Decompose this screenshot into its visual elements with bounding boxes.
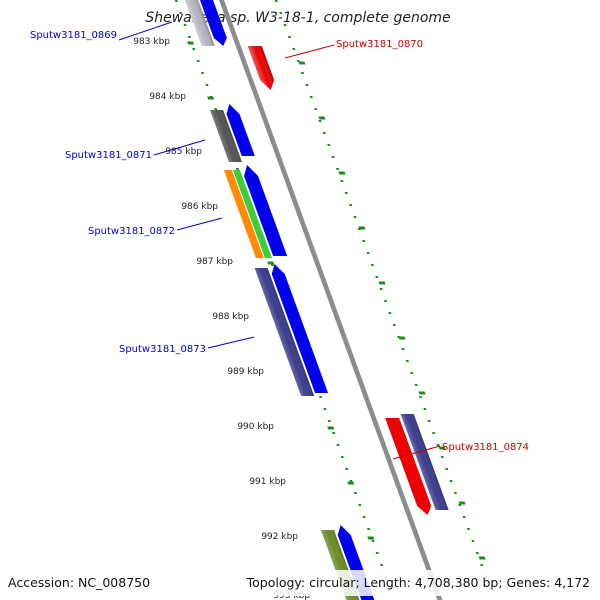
accession-text: Accession: NC_008750 [8,575,150,590]
tick-label: 987 kbp [196,257,233,267]
tick-label: 984 kbp [149,92,186,102]
tick-label: 985 kbp [165,147,202,157]
leader-line [284,44,335,59]
gene-0869-arrow[interactable] [200,0,230,46]
leader-line [392,445,441,460]
gene-label-0870[interactable]: Sputw3181_0870 [336,39,423,50]
tick-label: 983 kbp [133,37,170,47]
gene-0870-arrow-shade [247,46,275,90]
tick-label: 989 kbp [227,367,264,377]
tick-label: 988 kbp [212,312,249,322]
gene-labels: Sputw3181_0869 Sputw3181_0870 Sputw3181_… [30,21,529,460]
leader-line [153,139,206,156]
gene-label-0869[interactable]: Sputw3181_0869 [30,30,117,41]
tick-label: 986 kbp [181,202,218,212]
outer-tick-ruler [274,0,496,600]
leader-line [118,21,173,41]
leader-line [207,336,255,349]
gene-0874-arrow[interactable] [385,418,434,515]
tick-label: 990 kbp [237,422,274,432]
map-title: Shewanella sp. W3-18-1, complete genome [145,10,450,26]
gene-shading [210,110,449,600]
gene-0873-arrow[interactable] [268,264,329,393]
tick-label: 991 kbp [249,477,286,487]
leader-line [176,217,223,231]
tick-label: 992 kbp [261,532,298,542]
gene-0872-orange[interactable] [223,170,264,258]
genome-backbone [219,0,443,600]
gene-label-0874[interactable]: Sputw3181_0874 [442,442,529,453]
gene-0871-arrow[interactable] [223,104,255,156]
gene-0869-grey [185,0,215,46]
gene-0872-arrow[interactable] [240,165,288,256]
gene-label-0872[interactable]: Sputw3181_0872 [88,226,175,237]
gene-label-0871[interactable]: Sputw3181_0871 [65,150,152,161]
gene-0872-green[interactable] [232,170,272,258]
genome-summary-text: Topology: circular; Length: 4,708,380 bp… [246,575,590,590]
gene-label-0873[interactable]: Sputw3181_0873 [119,344,206,355]
footer-backdrop [0,570,600,596]
